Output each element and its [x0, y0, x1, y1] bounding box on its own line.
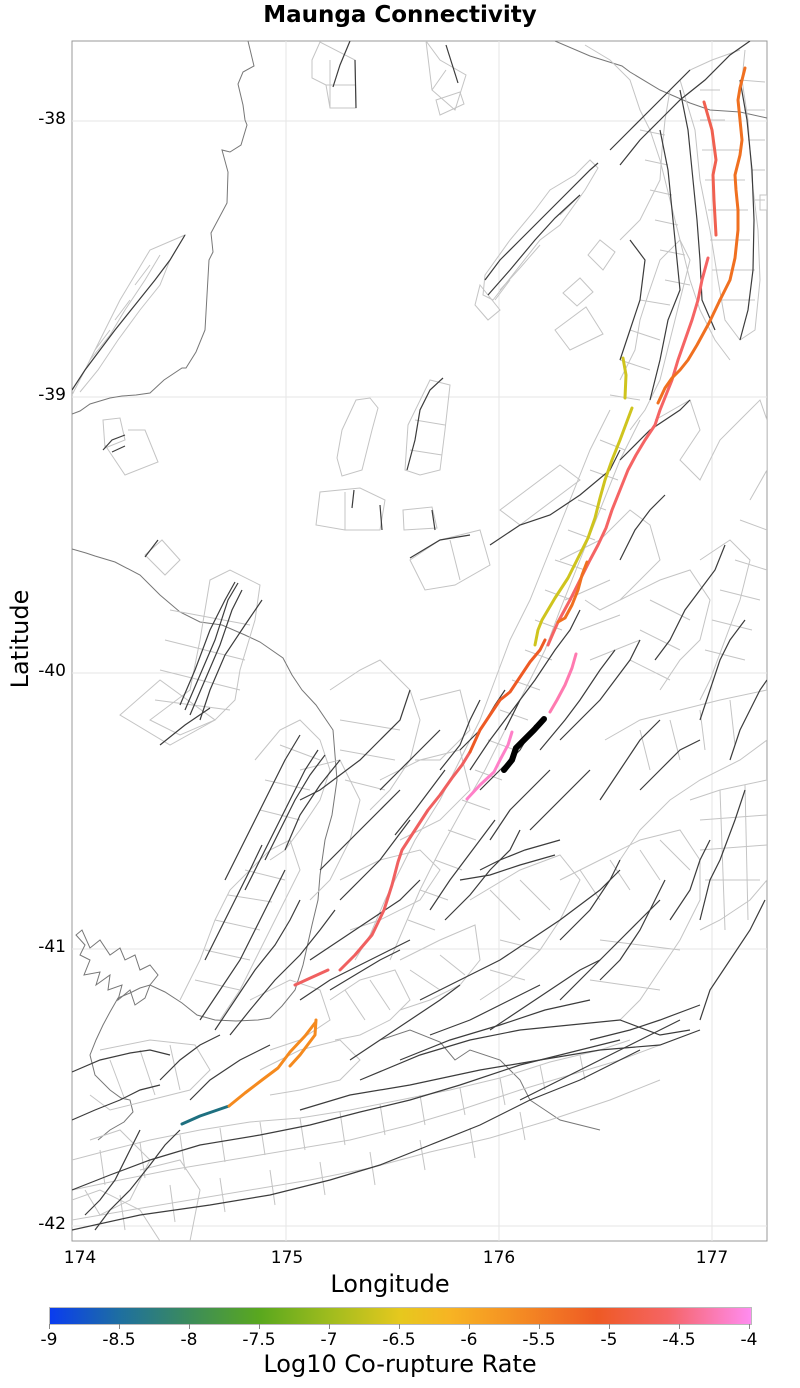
fault-pink-a — [548, 652, 578, 714]
fault-wellington — [338, 750, 472, 972]
gridlines — [72, 41, 767, 1241]
colorbar-tick: -4.5 — [662, 1330, 696, 1350]
colorbar-tick: -7.5 — [242, 1330, 276, 1350]
plot-frame — [71, 40, 768, 1242]
y-tick-label: -40 — [38, 661, 66, 681]
colorbar-tick: -5 — [600, 1330, 618, 1350]
colorbar-tick: -6.5 — [382, 1330, 416, 1350]
fault-ruahine-mid — [556, 560, 589, 624]
colorbar-tick: -5.5 — [522, 1330, 556, 1350]
fault-waiohau — [656, 66, 747, 405]
chart-title: Maunga Connectivity — [263, 2, 537, 28]
colorbar-tick: -8.5 — [102, 1330, 136, 1350]
fault-traces — [72, 41, 767, 1231]
y-axis-label: Latitude — [6, 589, 34, 689]
fault-subsections — [72, 41, 767, 1241]
x-tick-label: 177 — [695, 1248, 729, 1268]
x-tick-label: 175 — [270, 1248, 304, 1268]
fault-wellington-hutt — [293, 968, 330, 987]
colorbar-label: Log10 Co-rupture Rate — [263, 1350, 537, 1378]
colorbar-tick: -8 — [180, 1330, 198, 1350]
coastline — [72, 41, 767, 1141]
fault-kaweka-north — [702, 100, 718, 237]
fault-mohaka-north — [621, 356, 628, 400]
colorbar-tick: -6 — [460, 1330, 478, 1350]
highlighted-faults — [180, 66, 747, 1126]
fault-ruahine — [468, 638, 547, 754]
fault-cook-strait — [180, 1104, 231, 1126]
fault-wairarapa-east — [288, 1018, 318, 1068]
x-tick-label: 176 — [482, 1248, 516, 1268]
colorbar-tick: -4 — [740, 1330, 758, 1350]
y-tick-label: -38 — [38, 109, 66, 129]
y-tick-label: -39 — [38, 385, 66, 405]
fault-mohaka — [533, 406, 634, 647]
x-tick-label: 174 — [63, 1248, 97, 1268]
y-tick-label: -42 — [38, 1214, 66, 1234]
x-axis-label: Longitude — [330, 1270, 450, 1298]
fault-wairarapa — [227, 1021, 317, 1108]
colorbar — [49, 1307, 752, 1325]
fault-source — [501, 716, 547, 773]
colorbar-tick: -7 — [320, 1330, 338, 1350]
fault-pink-b — [465, 730, 514, 801]
colorbar-tick: -9 — [40, 1330, 58, 1350]
y-tick-label: -41 — [38, 937, 66, 957]
